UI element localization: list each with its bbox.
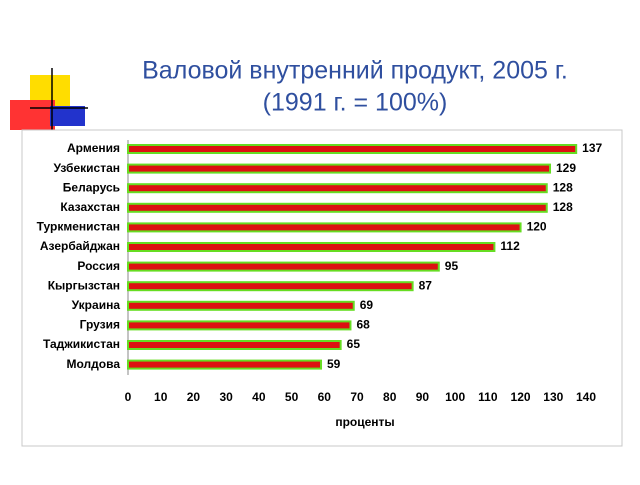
y-tick-label: Кыргызстан — [48, 278, 120, 292]
y-tick-label: Украина — [72, 298, 121, 312]
value-label: 137 — [582, 141, 602, 155]
x-tick-label: 120 — [511, 390, 531, 404]
bar — [127, 222, 522, 233]
value-label: 120 — [527, 220, 547, 234]
x-axis-label: проценты — [335, 415, 394, 429]
x-tick-label: 140 — [576, 390, 596, 404]
x-tick-label: 100 — [445, 390, 465, 404]
bar — [127, 183, 548, 194]
value-label: 69 — [360, 298, 374, 312]
value-label: 95 — [445, 259, 459, 273]
value-label: 87 — [419, 278, 433, 292]
x-tick-label: 50 — [285, 390, 299, 404]
x-tick-label: 40 — [252, 390, 266, 404]
bar — [127, 340, 342, 350]
y-tick-label: Грузия — [80, 318, 120, 332]
x-tick-label: 110 — [478, 390, 498, 404]
value-label: 65 — [347, 337, 361, 351]
bar — [127, 281, 414, 292]
bar — [127, 242, 496, 252]
value-label: 128 — [553, 180, 573, 194]
value-label: 129 — [556, 161, 576, 175]
bar — [127, 163, 552, 174]
value-label: 68 — [356, 318, 370, 332]
chart-subtitle: (1991 г. = 100%) — [263, 89, 448, 117]
x-tick-label: 60 — [318, 390, 332, 404]
x-tick-label: 10 — [154, 390, 168, 404]
x-tick-label: 80 — [383, 390, 397, 404]
y-tick-label: Армения — [67, 141, 120, 155]
y-tick-label: Казахстан — [60, 200, 120, 214]
x-tick-label: 70 — [350, 390, 364, 404]
bar — [127, 300, 355, 311]
decoration — [10, 68, 88, 130]
y-tick-label: Туркменистан — [37, 220, 120, 234]
y-tick-label: Таджикистан — [43, 337, 120, 351]
deco-red — [10, 100, 55, 130]
y-tick-label: Россия — [77, 259, 120, 273]
y-tick-label: Молдова — [67, 357, 121, 371]
bar — [127, 359, 323, 370]
x-tick-label: 130 — [543, 390, 563, 404]
x-tick-label: 20 — [187, 390, 201, 404]
bar — [127, 202, 548, 213]
y-tick-label: Беларусь — [63, 180, 120, 194]
bar — [127, 144, 578, 154]
y-tick-label: Азербайджан — [40, 239, 120, 253]
deco-blue — [50, 106, 85, 126]
x-tick-label: 90 — [416, 390, 430, 404]
bar — [127, 261, 440, 272]
x-tick-label: 30 — [219, 390, 233, 404]
value-label: 59 — [327, 357, 341, 371]
chart-title: Валовой внутренний продукт, 2005 г. — [142, 57, 568, 85]
value-label: 112 — [500, 239, 520, 253]
x-tick-label: 0 — [125, 390, 132, 404]
value-label: 128 — [553, 200, 573, 214]
y-tick-label: Узбекистан — [54, 161, 120, 175]
bar — [127, 320, 352, 331]
